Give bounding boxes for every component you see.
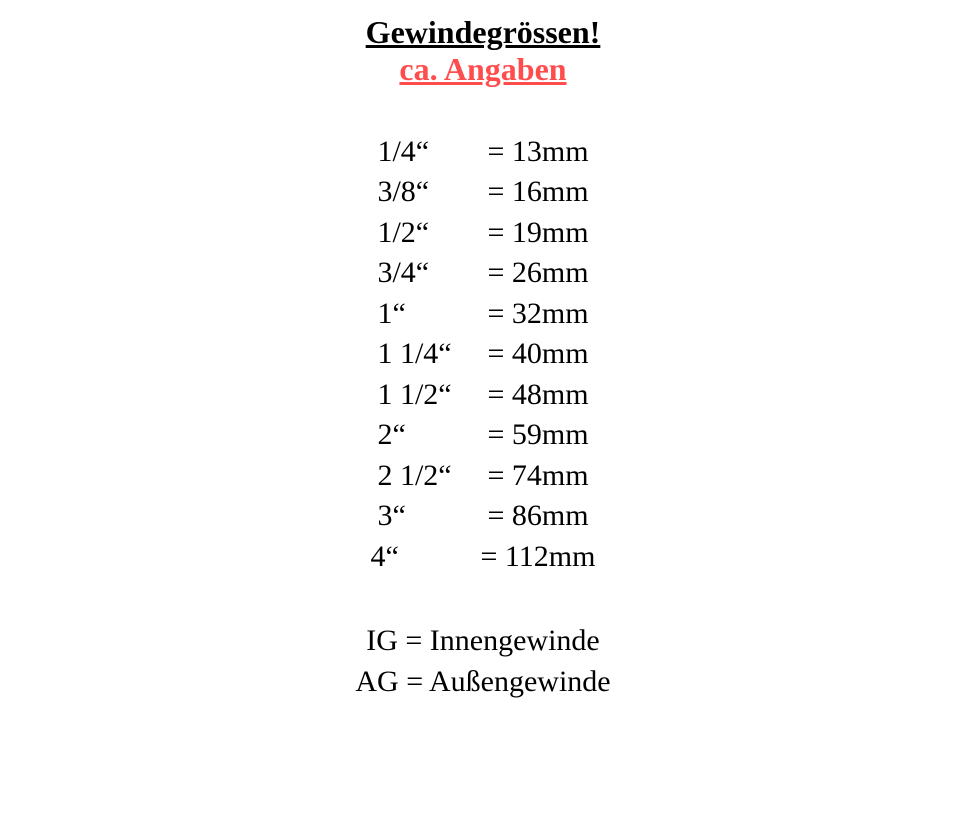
size-value: = 112mm — [481, 537, 596, 578]
page-title: Gewindegrössen! — [366, 14, 601, 51]
size-value: = 32mm — [487, 294, 588, 335]
table-row: 3/4“ = 26mm — [377, 253, 588, 294]
table-row: 1“ = 32mm — [377, 294, 588, 335]
size-label: 3/8“ — [377, 172, 487, 213]
size-value: = 48mm — [487, 375, 588, 416]
thread-size-table: 1/4“ = 13mm 3/8“ = 16mm 1/2“ = 19mm 3/4“… — [371, 132, 596, 578]
legend: IG = Innengewinde AG = Außengewinde — [355, 621, 610, 702]
page-subtitle: ca. Angaben — [399, 51, 566, 88]
legend-item: AG = Außengewinde — [355, 662, 610, 703]
size-value: = 74mm — [487, 456, 588, 497]
size-value: = 16mm — [487, 172, 588, 213]
size-value: = 26mm — [487, 253, 588, 294]
size-value: = 19mm — [487, 213, 588, 254]
size-label: 2“ — [377, 415, 487, 456]
table-row: 1 1/2“ = 48mm — [377, 375, 588, 416]
table-row: 2“ = 59mm — [377, 415, 588, 456]
size-label: 3“ — [377, 496, 487, 537]
size-value: = 13mm — [487, 132, 588, 173]
size-label: 1 1/2“ — [377, 375, 487, 416]
table-row: 1/4“ = 13mm — [377, 132, 588, 173]
size-label: 1 1/4“ — [377, 334, 487, 375]
size-label: 2 1/2“ — [377, 456, 487, 497]
size-label: 1“ — [377, 294, 487, 335]
size-label: 1/2“ — [377, 213, 487, 254]
size-label: 1/4“ — [377, 132, 487, 173]
table-row: 3/8“ = 16mm — [377, 172, 588, 213]
size-label: 4“ — [371, 537, 481, 578]
table-row: 1 1/4“ = 40mm — [377, 334, 588, 375]
table-row: 4“ = 112mm — [371, 537, 596, 578]
table-row: 3“ = 86mm — [377, 496, 588, 537]
size-label: 3/4“ — [377, 253, 487, 294]
table-row: 2 1/2“ = 74mm — [377, 456, 588, 497]
size-value: = 59mm — [487, 415, 588, 456]
legend-item: IG = Innengewinde — [366, 621, 600, 662]
size-value: = 86mm — [487, 496, 588, 537]
table-row: 1/2“ = 19mm — [377, 213, 588, 254]
size-value: = 40mm — [487, 334, 588, 375]
